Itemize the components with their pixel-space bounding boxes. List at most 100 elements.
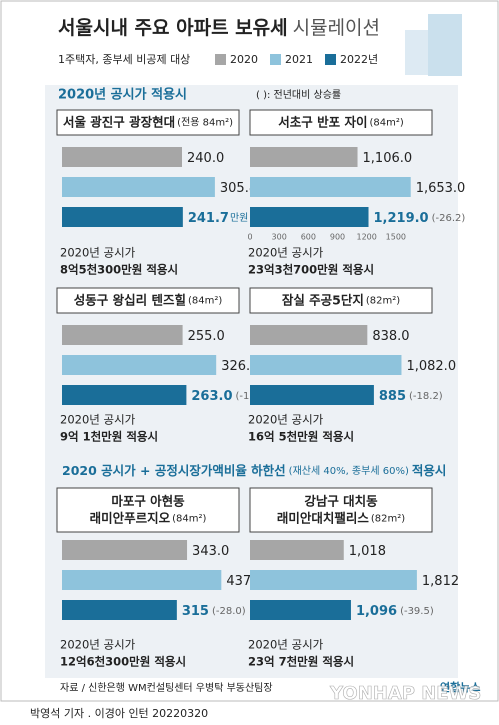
- chart-title-note: (82m²): [371, 514, 405, 525]
- value-text: 1,096: [356, 604, 397, 619]
- value-text: 255.0: [188, 329, 225, 344]
- legend-swatch: [215, 54, 226, 65]
- value-label: 1,082.0: [406, 359, 456, 374]
- chart-title-line: 마포구 아현동: [111, 493, 185, 508]
- bar: [62, 385, 187, 405]
- bar: [62, 540, 188, 560]
- value-text: 838.0: [372, 329, 409, 344]
- chart-title-line: 래미안대치팰리스: [277, 510, 370, 525]
- bar: [62, 207, 183, 227]
- value-label: 1,219.0 (-26.2): [374, 211, 466, 226]
- value-text: 1,106.0: [363, 151, 413, 166]
- change: (-26.2): [432, 213, 466, 224]
- chart-title-box: [249, 109, 433, 136]
- chart-title-box: [249, 287, 433, 314]
- chart-note: 2020년 공시가: [60, 638, 136, 652]
- chart-title: 잠실 주공5단지 (82m²): [282, 292, 400, 307]
- chart-title-line: 강남구 대치동: [304, 493, 378, 508]
- legend-label: 2021: [285, 53, 313, 66]
- value-label: 343.0: [192, 544, 229, 559]
- watermark: YONHAP NEWS: [329, 683, 481, 704]
- bar: [250, 385, 374, 405]
- bar: [62, 600, 177, 620]
- x-tick-label: 1500: [386, 233, 406, 242]
- bar: [250, 177, 411, 197]
- chart-title: 마포구 아현동: [111, 493, 185, 508]
- title: 서울시내 주요 아파트 보유세 시뮬레이션: [58, 17, 380, 39]
- bar: [250, 207, 369, 227]
- value-label: 326.0: [221, 359, 258, 374]
- bar: [250, 570, 417, 590]
- chart-title-note: (전용 84m²): [177, 117, 233, 129]
- chart-note: 2020년 공시가: [248, 413, 324, 427]
- section-title: 2020년 공시가 적용시: [58, 87, 187, 103]
- chart-title: 성동구 왕십리 텐즈힐 (84m²): [74, 292, 223, 307]
- legend-swatch: [325, 54, 336, 65]
- chart-note: 12억6천300만원 적용시: [60, 655, 186, 669]
- bar: [62, 325, 183, 345]
- chart-title-line: 잠실 주공5단지: [282, 292, 364, 307]
- x-tick-label: 900: [330, 233, 345, 242]
- legend-label: 2022년: [340, 53, 378, 66]
- value-text: 263.0: [191, 389, 232, 404]
- legend-label: 2020: [230, 53, 258, 66]
- value-label: 1,096 (-39.5): [356, 604, 434, 619]
- chart-title-note: (84m²): [172, 514, 206, 525]
- value-text: 343.0: [192, 544, 229, 559]
- chart-title-line: 래미안푸르지오: [90, 510, 171, 525]
- value-label: 1,106.0: [363, 151, 413, 166]
- value-text: 305.8: [220, 181, 257, 196]
- value-text: 241.7: [188, 211, 229, 226]
- value-label: 838.0: [372, 329, 409, 344]
- chart-note: 2020년 공시가: [60, 246, 136, 260]
- chart-note: 2020년 공시가: [60, 413, 136, 427]
- change: (-28.0): [212, 606, 246, 617]
- bar: [250, 355, 402, 375]
- value-text: 1,018: [349, 544, 386, 559]
- value-text: 1,653.0: [416, 181, 466, 196]
- chart-title-note: (84m²): [369, 118, 403, 129]
- source: 자료 / 신한은행 WM컨설팅센터 우병탁 부동산팀장: [60, 682, 273, 694]
- chart-title: 서초구 반포 자이 (84m²): [278, 114, 404, 129]
- chart-note: 16억 5천만원 적용시: [248, 430, 354, 444]
- value-text: 1,812: [422, 574, 459, 589]
- x-tick-label: 300: [272, 233, 287, 242]
- chart-note: 9억 1천만원 적용시: [60, 430, 158, 444]
- chart-title: 강남구 대치동: [304, 493, 378, 508]
- value-label: 1,812: [422, 574, 459, 589]
- value-text: 1,082.0: [406, 359, 456, 374]
- chart-title-note: (84m²): [188, 296, 222, 307]
- value-label: 255.0: [188, 329, 225, 344]
- chart-note: 8억5천300만원 적용시: [60, 263, 178, 277]
- chart-title-box: [249, 487, 433, 533]
- credit: 박영석 기자 . 이경아 인턴 20220320: [30, 707, 208, 720]
- value-text: 1,219.0: [374, 211, 429, 226]
- value-text: 885: [379, 389, 406, 404]
- bar: [62, 147, 182, 167]
- chart-title-line: 서울 광진구 광장현대: [63, 114, 175, 129]
- bar: [62, 570, 222, 590]
- x-tick-label: 0: [247, 233, 252, 242]
- subtitle: 1주택자, 종부세 비공제 대상: [58, 53, 190, 66]
- legend-swatch: [270, 54, 281, 65]
- chart-note: 23억 7천만원 적용시: [248, 655, 354, 669]
- value-label: 305.8: [220, 181, 257, 196]
- logo: 연합뉴스: [440, 680, 480, 694]
- building-icon: [405, 14, 462, 76]
- chart-title-box: [56, 487, 240, 533]
- section-title: 2020 공시가 + 공정시장가액비율 하한선 (재산세 40%, 종부세 60%…: [62, 463, 446, 478]
- bar: [250, 600, 351, 620]
- x-tick-label: 600: [301, 233, 316, 242]
- chart-title-note: (82m²): [366, 296, 400, 307]
- change: (-18.2): [409, 391, 443, 402]
- value-text: 326.0: [221, 359, 258, 374]
- bar: [62, 355, 217, 375]
- chart-title: 래미안푸르지오 (84m²): [90, 510, 207, 525]
- bar: [250, 325, 368, 345]
- chart-title-line: 서초구 반포 자이: [278, 114, 367, 129]
- value-text: 240.0: [187, 151, 224, 166]
- chart-title: 서울 광진구 광장현대 (전용 84m²): [63, 114, 233, 129]
- chart-note: 2020년 공시가: [248, 246, 324, 260]
- chart-title-box: [56, 109, 240, 136]
